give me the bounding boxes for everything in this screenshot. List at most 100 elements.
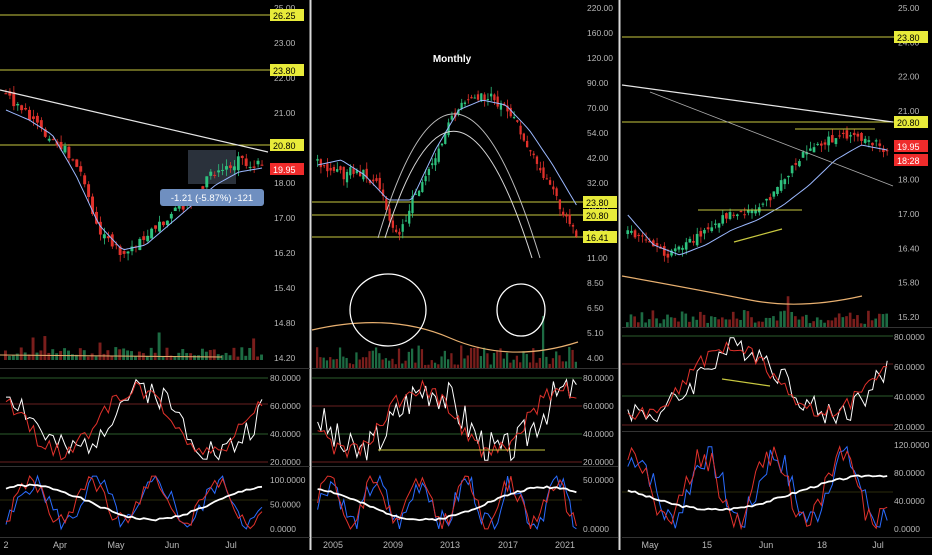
candle-body	[395, 229, 398, 232]
candle-body	[648, 240, 651, 243]
volume-bar	[669, 317, 673, 327]
last-price-badge-bg	[894, 140, 928, 152]
volume-bar	[626, 322, 629, 327]
time-tick-label: Jun	[165, 540, 180, 550]
volume-bar	[473, 347, 476, 368]
volume-bar	[786, 296, 790, 327]
volume-bar	[371, 350, 374, 368]
volume-bar	[43, 336, 47, 360]
volume-bar	[388, 360, 391, 368]
price-badge: 23.80	[897, 33, 920, 43]
volume-bar	[710, 316, 713, 327]
price-tick-label: 25.00	[898, 3, 920, 13]
candle-body	[863, 138, 867, 143]
candle-body	[440, 143, 444, 146]
volume-bar	[325, 360, 329, 368]
candle-body	[630, 230, 633, 233]
candle-body	[401, 224, 404, 232]
price-badge-bg	[583, 196, 617, 208]
candle-body	[391, 220, 394, 228]
volume-bar	[35, 352, 39, 360]
price-tick-label: 15.40	[274, 283, 296, 293]
volume-bar	[666, 314, 669, 327]
volume-bar	[489, 364, 492, 368]
price-tick-label: 70.00	[587, 103, 609, 113]
volume-bar	[352, 364, 355, 368]
volume-bar	[424, 364, 427, 368]
candle-body	[532, 153, 535, 156]
candle-body	[790, 165, 794, 174]
price-tick-label: 42.00	[587, 153, 609, 163]
candle-body	[681, 247, 684, 250]
volume-bar	[695, 319, 699, 327]
candle-body	[816, 143, 819, 145]
volume-bar	[509, 362, 512, 368]
volume-bar	[466, 355, 469, 368]
time-tick-label: 2021	[555, 540, 575, 550]
volume-bar	[739, 319, 742, 327]
candle-body	[16, 103, 20, 106]
candle-body	[106, 236, 110, 239]
candle-body	[225, 166, 228, 170]
candle-body	[476, 94, 480, 100]
candle-body	[260, 164, 264, 166]
candle-body	[158, 221, 161, 232]
volume-bar	[240, 347, 244, 360]
candle-body	[453, 112, 457, 118]
volume-bar	[538, 357, 541, 368]
volume-bar	[11, 355, 15, 360]
price-tick-label: 5.10	[587, 328, 604, 338]
price-badge: 26.25	[273, 11, 296, 21]
volume-bar	[110, 355, 114, 360]
candle-body	[545, 178, 548, 180]
candle-body	[626, 230, 630, 235]
candle-body	[772, 191, 776, 197]
candle-body	[20, 105, 24, 111]
candle-body	[794, 163, 798, 165]
price-tick-label: 23.00	[274, 38, 296, 48]
volume-bar	[181, 349, 185, 360]
price-tick-label: 18.00	[898, 175, 920, 185]
candle-body	[699, 231, 703, 237]
candle-body	[138, 238, 142, 251]
volume-bar	[706, 322, 710, 327]
price-tick-label: 220.00	[587, 3, 613, 13]
candle-body	[499, 103, 503, 110]
price-tick-label: 160.00	[587, 28, 613, 38]
candle-body	[805, 152, 809, 155]
volume-highlight-circle	[496, 283, 546, 337]
candle-body	[319, 159, 322, 168]
candle-body	[8, 91, 12, 96]
volume-bar	[106, 350, 110, 360]
candle-body	[381, 189, 385, 197]
volume-bar	[775, 320, 779, 327]
volume-bar	[433, 362, 437, 368]
volume-bar	[82, 350, 86, 360]
price-tick-label: 32.00	[587, 178, 609, 188]
candle-body	[114, 244, 118, 246]
stoch-ma-line	[317, 485, 577, 522]
candle-body	[493, 94, 496, 101]
volume-bar	[19, 347, 23, 360]
volume-bar	[728, 319, 731, 327]
volume-bar	[548, 363, 551, 368]
rsi-tick-label: 80.0000	[583, 373, 614, 383]
trend-line	[621, 84, 894, 123]
volume-bar	[256, 356, 260, 360]
volume-ma-line	[0, 354, 223, 358]
trend-highlight-line	[733, 228, 783, 243]
volume-bar	[863, 323, 867, 327]
volume-bar	[746, 311, 750, 327]
rsi-tick-label: 60.0000	[894, 362, 925, 372]
candle-body	[841, 132, 845, 135]
candle-body	[75, 159, 79, 167]
volume-bar	[404, 360, 407, 368]
rsi-tick-label: 80.0000	[894, 332, 925, 342]
volume-bar	[867, 310, 870, 327]
volume-bar	[447, 359, 450, 368]
volume-bar	[228, 355, 232, 360]
stoch-tick-label: 80.0000	[894, 468, 925, 478]
volume-bar	[515, 355, 519, 368]
candle-body	[59, 141, 63, 150]
